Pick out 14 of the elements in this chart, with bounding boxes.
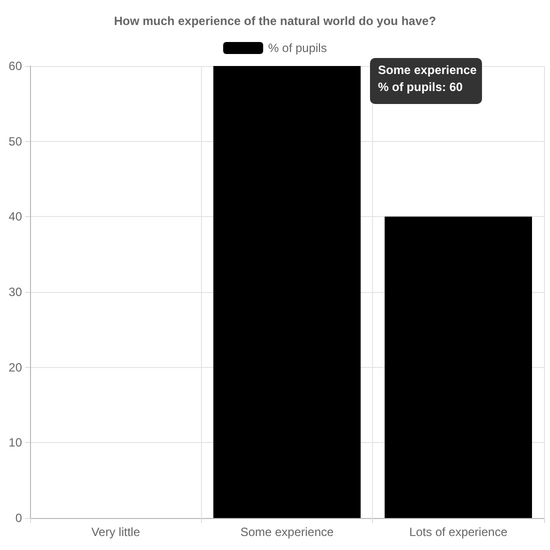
chart-title: How much experience of the natural world do you have?: [114, 14, 436, 28]
x-tick-label: Some experience: [240, 525, 334, 539]
legend-label: % of pupils: [268, 41, 327, 55]
y-tick-label: 50: [8, 134, 22, 148]
y-tick-label: 40: [8, 210, 22, 224]
y-tick-label: 60: [8, 59, 22, 73]
x-tick-label: Very little: [91, 525, 140, 539]
y-tick-label: 20: [8, 360, 22, 374]
y-tick-label: 10: [8, 436, 22, 450]
y-tick-label: 30: [8, 285, 22, 299]
annotation: Some experience: [378, 63, 478, 77]
annotation: % of pupils: 60: [378, 80, 463, 94]
x-tick-label: Lots of experience: [409, 525, 508, 539]
y-tick-label: 0: [15, 511, 22, 525]
